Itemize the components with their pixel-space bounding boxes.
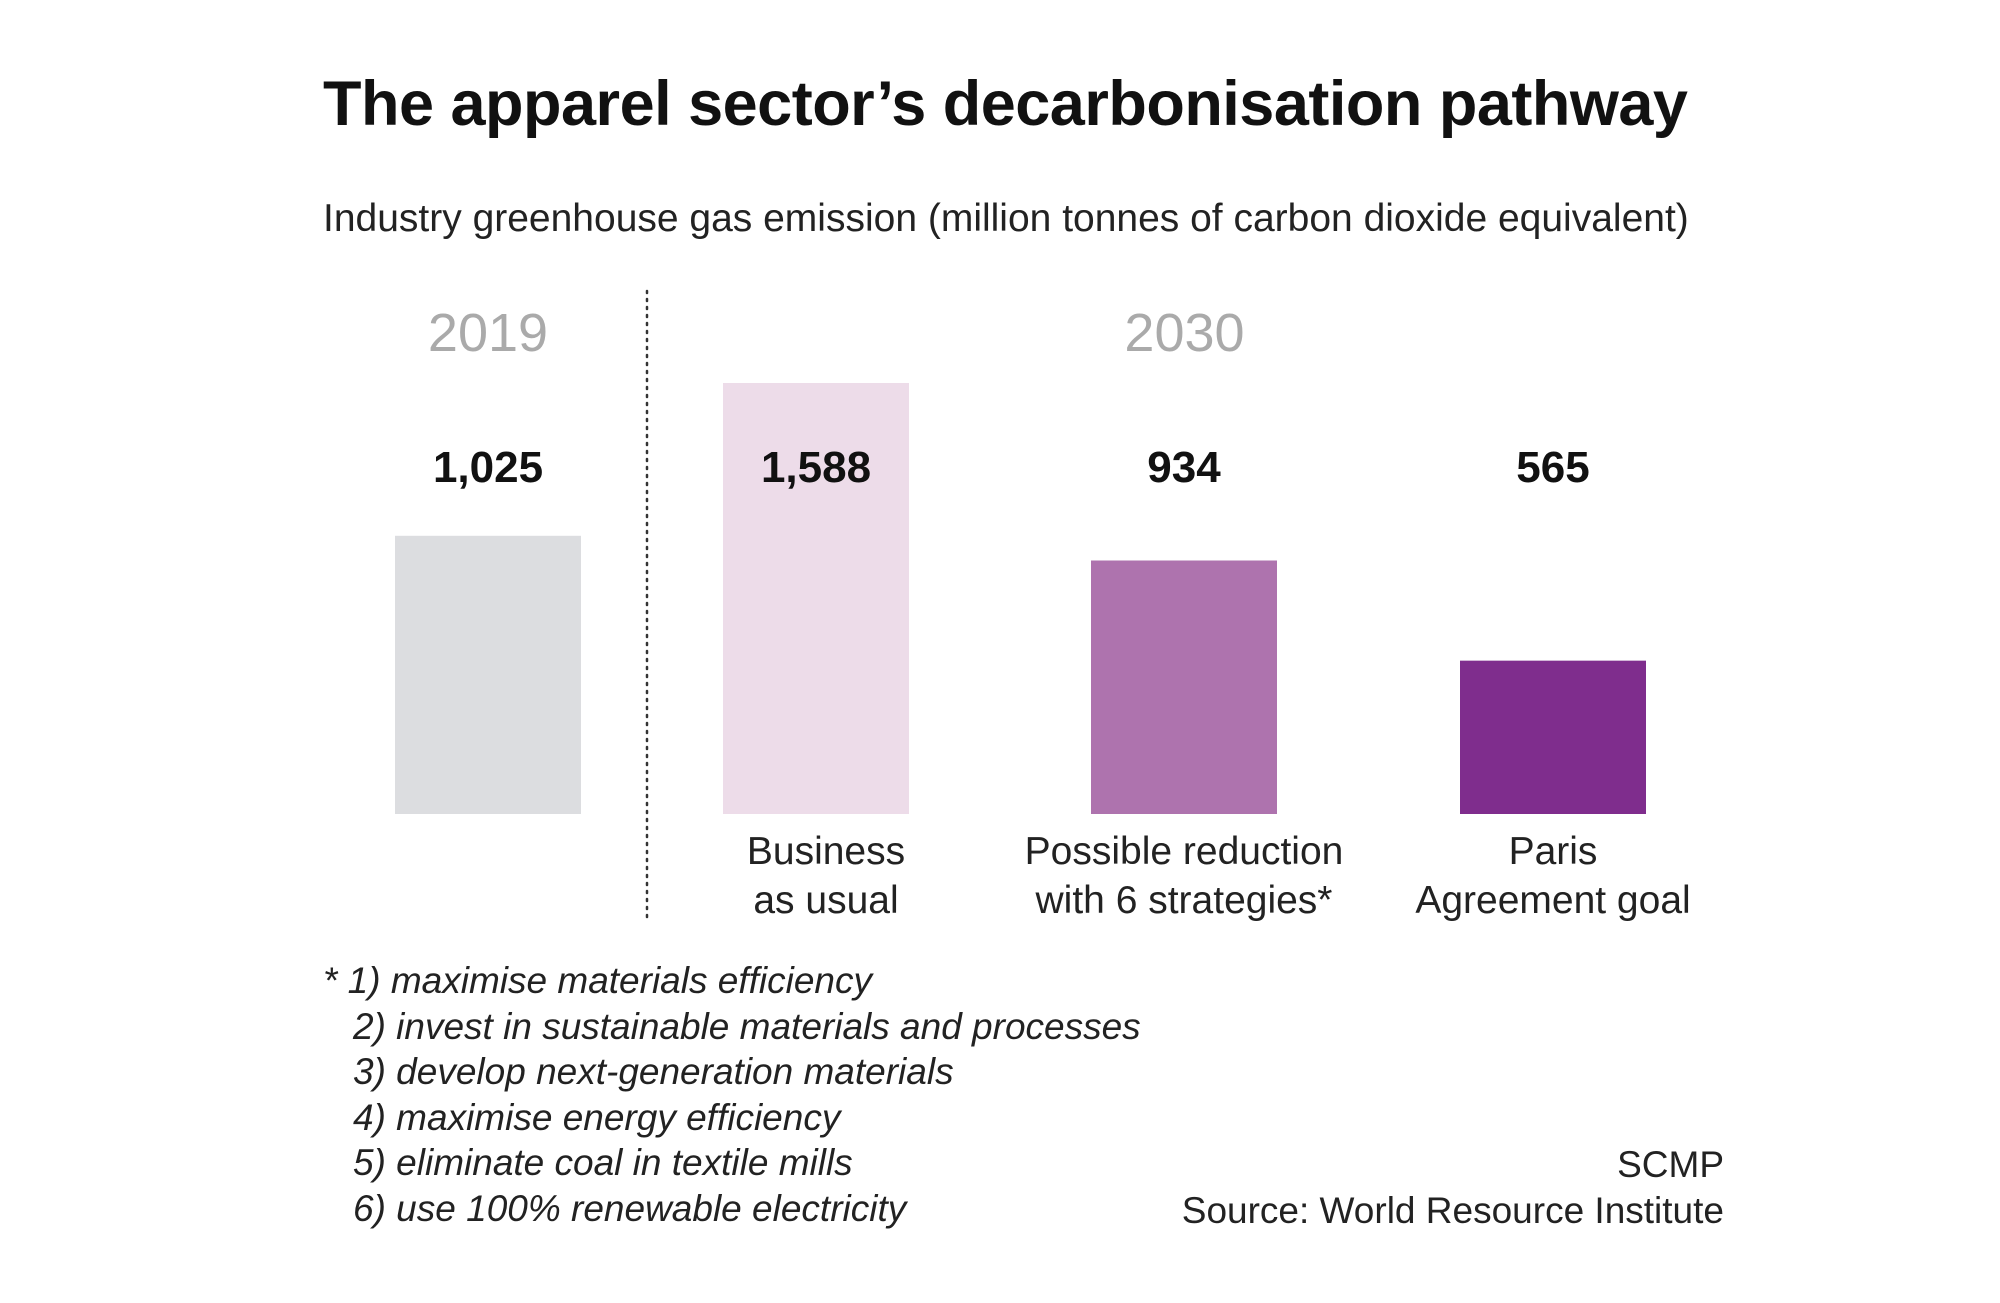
category-label-3-line-2: with 6 strategies*: [1035, 879, 1333, 922]
value-label-1: 1,025: [433, 443, 543, 492]
footnote-line-5: 5) eliminate coal in textile mills: [353, 1142, 853, 1183]
category-label-3-line-1: Possible reduction: [1025, 830, 1344, 873]
credit-block: SCMP Source: World Resource Institute: [1182, 1142, 1724, 1233]
bar-chart: 2019 2030 1,025 1,588 Business as usual 934 Pos…: [395, 289, 1691, 922]
strategies-footnote: * 1) maximise materials efficiency 2) in…: [323, 958, 1141, 1231]
value-label-4: 565: [1516, 443, 1589, 492]
bar-4: [1460, 660, 1646, 814]
footnote-line-1: * 1) maximise materials efficiency: [323, 960, 872, 1001]
brand-credit: SCMP: [1617, 1144, 1724, 1185]
footnote-line-6: 6) use 100% renewable electricity: [353, 1187, 907, 1229]
category-label-4-line-2: Agreement goal: [1415, 879, 1690, 922]
footnote-line-4: 4) maximise energy efficiency: [353, 1096, 841, 1138]
chart-title: The apparel sector’s decarbonisation pat…: [323, 69, 1688, 139]
year-label-2019: 2019: [428, 303, 548, 363]
year-label-2030: 2030: [1124, 303, 1244, 363]
footnote-line-3: 3) develop next-generation materials: [353, 1051, 954, 1092]
category-label-2-line-1: Business: [747, 830, 905, 873]
bar-1: [395, 535, 581, 814]
category-label-2-line-2: as usual: [753, 879, 898, 922]
bar-3: [1091, 560, 1277, 814]
footnote-line-2: 2) invest in sustainable materials and p…: [353, 1005, 1141, 1047]
value-label-2: 1,588: [761, 443, 871, 492]
source-credit: Source: World Resource Institute: [1181, 1189, 1724, 1231]
category-label-4-line-1: Paris: [1509, 830, 1598, 873]
bar-2: [723, 383, 909, 814]
chart-subtitle: Industry greenhouse gas emission (millio…: [323, 197, 1689, 240]
value-label-3: 934: [1147, 443, 1221, 492]
